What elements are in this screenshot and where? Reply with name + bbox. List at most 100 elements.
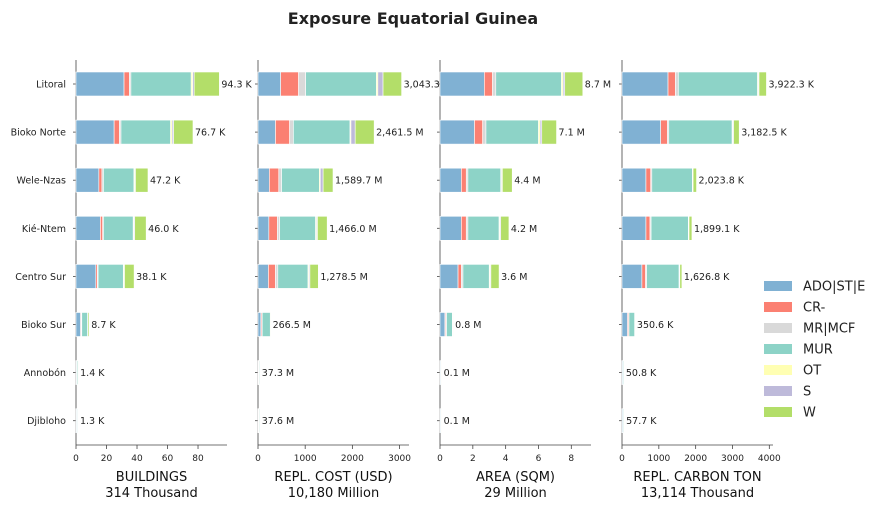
value-label-wele-nzas: 2,023.8 K [699, 176, 745, 187]
bar-centro-sur-ado-st-e [257, 264, 269, 289]
bar-centro-sur-mur [462, 264, 490, 289]
bar-centro-sur-ado-st-e [439, 264, 459, 289]
legend-label: MUR [803, 343, 833, 358]
x-tick-label: 1000 [294, 454, 317, 464]
bar-bioko-norte-mur [485, 119, 539, 145]
bar-centro-sur-cr [641, 264, 646, 289]
bar-centro-sur-w [679, 264, 683, 289]
bar-bioko-norte-w [541, 119, 557, 145]
value-label-wele-nzas: 47.2 K [150, 176, 181, 187]
bar-centro-sur-w [309, 264, 319, 289]
value-label-centro-sur: 3.6 M [501, 272, 527, 283]
x-tick-label: 4000 [758, 454, 781, 464]
legend-swatch [764, 344, 792, 354]
bar-bioko-norte-s [350, 119, 356, 145]
bar-litoral-cr [667, 71, 676, 97]
row-label-bioko-norte: Bioko Norte [11, 128, 67, 139]
legend-item-mr-mcf: MR|MCF [764, 322, 855, 337]
bar-bioko-sur-w [87, 312, 90, 337]
bar-kie-ntem-w [688, 216, 693, 241]
bar-centro-sur-mur [277, 264, 309, 289]
bar-bioko-sur-mur [628, 312, 636, 337]
x-tick-label: 6 [536, 454, 542, 464]
bar-bioko-sur-ado-st-e [257, 312, 262, 337]
value-label-annobon: 0.1 M [444, 368, 470, 379]
bar-bioko-sur-ado-st-e [621, 312, 628, 337]
bar-bioko-norte-w [173, 119, 194, 145]
value-label-annobon: 37.3 M [262, 368, 294, 379]
bar-litoral-cr [123, 71, 130, 97]
bar-kie-ntem-ado-st-e [621, 216, 647, 241]
value-label-bioko-sur: 0.8 M [455, 320, 481, 331]
bar-litoral-mur [130, 71, 192, 97]
value-label-litoral: 3,043.3 [404, 80, 440, 91]
x-tick-label: 2 [470, 454, 476, 464]
bar-wele-nzas-mur [651, 167, 693, 193]
bar-centro-sur-w [124, 264, 135, 289]
legend-swatch [764, 323, 792, 333]
value-label-litoral: 3,922.3 K [768, 80, 814, 91]
legend-label: S [803, 385, 811, 400]
bar-litoral-cr [280, 71, 299, 97]
value-label-bioko-norte: 7.1 M [559, 128, 585, 139]
bar-wele-nzas-mr-mcf [278, 167, 282, 193]
legend-swatch [764, 281, 792, 291]
bar-centro-sur-ado-st-e [75, 264, 97, 289]
axis-total-area-sqm: 29 Million [484, 486, 547, 501]
legend-swatch [764, 302, 792, 312]
bar-litoral-ado-st-e [621, 71, 669, 97]
value-label-centro-sur: 1,626.8 K [684, 272, 730, 283]
bar-wele-nzas-ado-st-e [439, 167, 462, 193]
row-label-kie-ntem: Kié-Ntem [22, 224, 66, 235]
bar-bioko-norte-cr [113, 119, 120, 145]
x-tick-label: 1000 [647, 454, 670, 464]
bar-litoral-mur [305, 71, 377, 97]
value-label-bioko-sur: 350.6 K [637, 320, 674, 331]
bar-centro-sur-w [490, 264, 500, 289]
axis-title-buildings: BUILDINGS [116, 470, 187, 485]
bar-kie-ntem-w [134, 216, 147, 241]
bar-kie-ntem-ado-st-e [75, 216, 101, 241]
value-label-djibloho: 37.6 M [262, 416, 294, 427]
bar-litoral-mr-mcf [492, 71, 497, 97]
bar-bioko-norte-mur [293, 119, 351, 145]
bar-litoral-w [758, 71, 767, 97]
legend-label: MR|MCF [803, 322, 855, 337]
bar-bioko-sur-mur [81, 312, 88, 337]
bar-bioko-sur-mur [261, 312, 271, 337]
legend-label: ADO|ST|E [803, 280, 865, 295]
bar-kie-ntem-mr-mcf [277, 216, 281, 241]
legend-item-ot: OT [764, 364, 821, 379]
bar-kie-ntem-mur [279, 216, 316, 241]
x-tick-label: 0 [437, 454, 443, 464]
bar-bioko-norte-w [354, 119, 375, 145]
bar-bioko-norte-mr-mcf [482, 119, 487, 145]
x-tick-label: 0 [255, 454, 261, 464]
x-tick-label: 80 [192, 454, 204, 464]
bar-bioko-norte-cr [660, 119, 668, 145]
bar-bioko-norte-cr [275, 119, 290, 145]
bar-centro-sur-mur [97, 264, 124, 289]
bar-wele-nzas-s [319, 167, 324, 193]
bar-wele-nzas-mur [281, 167, 320, 193]
bar-wele-nzas-mur [467, 167, 502, 193]
row-label-bioko-sur: Bioko Sur [21, 320, 66, 331]
bar-bioko-norte-mur [120, 119, 171, 145]
x-tick-label: 3000 [721, 454, 744, 464]
bar-litoral-s [377, 71, 384, 97]
x-tick-label: 8 [568, 454, 574, 464]
bar-litoral-mur [495, 71, 562, 97]
value-label-wele-nzas: 4.4 M [514, 176, 540, 187]
row-label-centro-sur: Centro Sur [15, 272, 66, 283]
x-tick-label: 0 [73, 454, 79, 464]
bar-litoral-ado-st-e [257, 71, 281, 97]
bar-litoral-w [564, 71, 584, 97]
x-tick-label: 60 [162, 454, 174, 464]
x-tick-label: 2000 [684, 454, 707, 464]
legend-swatch [764, 386, 792, 396]
bar-centro-sur-cr [457, 264, 462, 289]
bar-kie-ntem-ado-st-e [257, 216, 270, 241]
x-tick-label: 4 [503, 454, 509, 464]
value-label-wele-nzas: 1,589.7 M [335, 176, 382, 187]
value-label-centro-sur: 38.1 K [136, 272, 167, 283]
